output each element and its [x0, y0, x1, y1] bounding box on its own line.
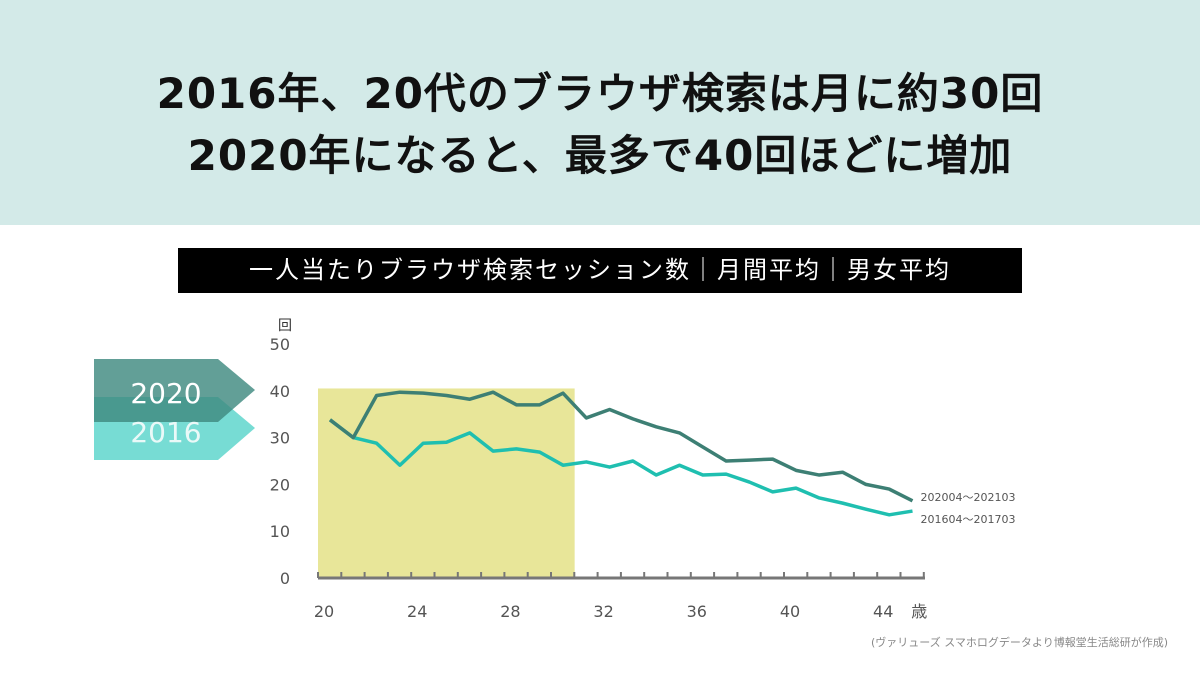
x-tick-label: 44: [873, 602, 893, 621]
y-tick-label: 50: [270, 335, 290, 354]
x-tick-label: 32: [593, 602, 613, 621]
headline-line-2: 2020年になると、最多で40回ほどに増加: [187, 131, 1013, 180]
headline-line-1: 2016年、20代のブラウザ検索は月に約30回: [156, 69, 1044, 118]
x-axis-unit: 歳: [911, 602, 927, 621]
series-label-2016: 201604～201703: [921, 513, 1016, 526]
x-tick-label: 28: [500, 602, 520, 621]
tag-2020-label: 2020: [130, 377, 201, 410]
series-label-2020: 202004～202103: [921, 491, 1016, 504]
highlight-band: [318, 388, 575, 578]
x-tick-label: 24: [407, 602, 427, 621]
header-banner: 2016年、20代のブラウザ検索は月に約30回 2020年になると、最多で40回…: [0, 0, 1200, 225]
y-tick-label: 10: [270, 522, 290, 541]
tag-2016-label: 2016: [130, 416, 201, 449]
tag-2020: [94, 359, 255, 422]
chart-title: 一人当たりブラウザ検索セッション数｜月間平均｜男女平均: [178, 248, 1022, 293]
y-axis-unit: 回: [278, 318, 292, 334]
y-tick-label: 40: [270, 382, 290, 401]
x-tick-label: 20: [314, 602, 334, 621]
series-line-2016: [328, 418, 913, 517]
y-tick-label: 20: [270, 475, 290, 494]
series-line-2020: [328, 390, 914, 503]
source-footnote: (ヴァリューズ スマホログデータより博報堂生活総研が作成): [871, 636, 1168, 649]
x-tick-label: 36: [687, 602, 707, 621]
y-tick-label: 30: [270, 429, 290, 448]
x-tick-label: 40: [780, 602, 800, 621]
y-tick-label: 0: [280, 569, 290, 588]
